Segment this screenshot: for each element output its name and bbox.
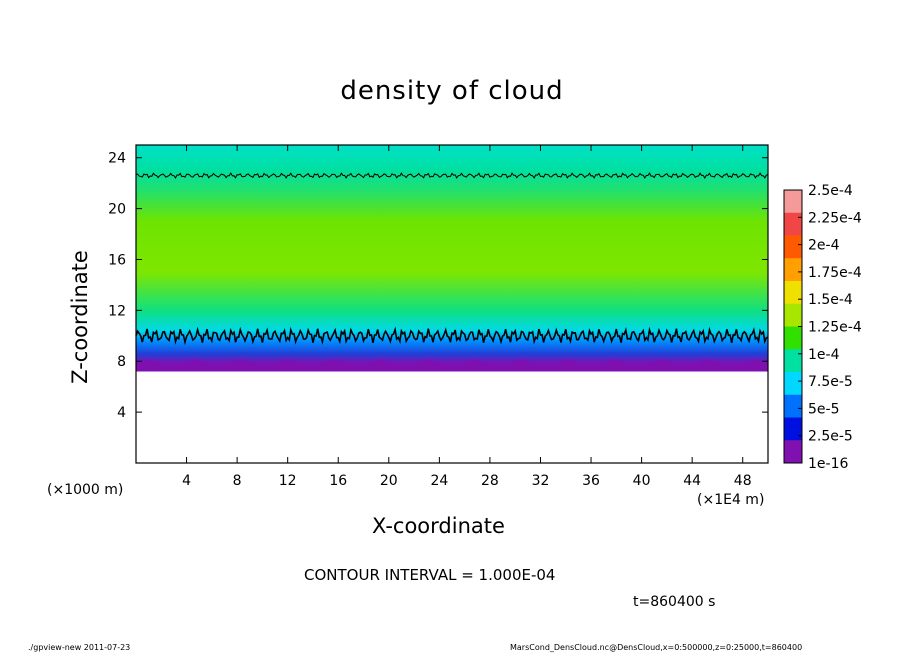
density-field xyxy=(136,145,768,463)
chart-title: density of cloud xyxy=(340,76,564,106)
plot-frame xyxy=(135,144,769,464)
y-tick-label: 8 xyxy=(117,354,126,370)
plot-area xyxy=(136,145,768,463)
x-tick-label: 40 xyxy=(633,473,651,489)
x-unit-left: (×1000 m) xyxy=(47,482,124,498)
x-tick-label: 44 xyxy=(683,473,701,489)
x-tick-label: 4 xyxy=(182,473,191,489)
colorbar-label: 2.5e-4 xyxy=(808,183,853,199)
x-tick-label: 28 xyxy=(481,473,499,489)
y-tick-label: 16 xyxy=(108,252,126,268)
colorbar-label: 1e-16 xyxy=(808,456,848,472)
colorbar-segment xyxy=(784,372,802,396)
colorbar-label: 5e-5 xyxy=(808,401,839,417)
colorbar-segment xyxy=(784,417,802,441)
colorbar-segment xyxy=(784,349,802,373)
contour-lines xyxy=(135,172,769,346)
colorbar-label: 2.5e-5 xyxy=(808,429,853,445)
colorbar: 2.5e-4 2.25e-4 2e-4 1.75e-4 1.5e-4 1.25e-4 1e-… xyxy=(783,183,862,472)
y-tick-label: 12 xyxy=(108,303,126,319)
colorbar-label: 1.5e-4 xyxy=(808,292,853,308)
x-tick-label: 36 xyxy=(582,473,600,489)
footer-right: MarsCond_DensCloud.nc@DensCloud,x=0:5000… xyxy=(510,643,803,652)
x-tick-label: 32 xyxy=(532,473,550,489)
x-tick-label: 20 xyxy=(380,473,398,489)
contour-line xyxy=(135,326,769,346)
x-axis-label: X-coordinate xyxy=(372,514,505,538)
colorbar-segment xyxy=(784,440,802,464)
colorbar-label: 2.25e-4 xyxy=(808,210,862,226)
colorbar-label: 1.25e-4 xyxy=(808,320,862,336)
x-tick-label: 48 xyxy=(734,473,752,489)
colorbar-segment xyxy=(784,326,802,350)
y-tick-label: 24 xyxy=(108,151,126,167)
x-tick-label: 8 xyxy=(233,473,242,489)
y-tick-label: 4 xyxy=(117,405,126,421)
colorbar-segment xyxy=(784,303,802,327)
colorbar-segment xyxy=(784,258,802,282)
colorbar-label: 2e-4 xyxy=(808,238,840,254)
cloud-base-band xyxy=(136,359,768,372)
colorbar-segment xyxy=(784,281,802,305)
footer-left: ./gpview-new 2011-07-23 xyxy=(28,643,131,652)
x-tick-label: 16 xyxy=(329,473,347,489)
contour-line xyxy=(135,172,769,179)
colorbar-label: 7.5e-5 xyxy=(808,374,853,390)
x-tick-label: 12 xyxy=(279,473,297,489)
colorbar-segment xyxy=(784,235,802,259)
colorbar-segment xyxy=(784,212,802,236)
x-unit-right: (×1E4 m) xyxy=(697,492,765,508)
contour-interval: CONTOUR INTERVAL = 1.000E-04 xyxy=(304,566,556,584)
colorbar-segment xyxy=(784,394,802,418)
colorbar-label: 1.75e-4 xyxy=(808,265,862,281)
colorbar-segment xyxy=(784,190,802,214)
colorbar-label: 1e-4 xyxy=(808,347,840,363)
time-label: t=860400 s xyxy=(633,594,716,610)
x-tick-label: 24 xyxy=(430,473,448,489)
y-tick-label: 20 xyxy=(108,202,126,218)
